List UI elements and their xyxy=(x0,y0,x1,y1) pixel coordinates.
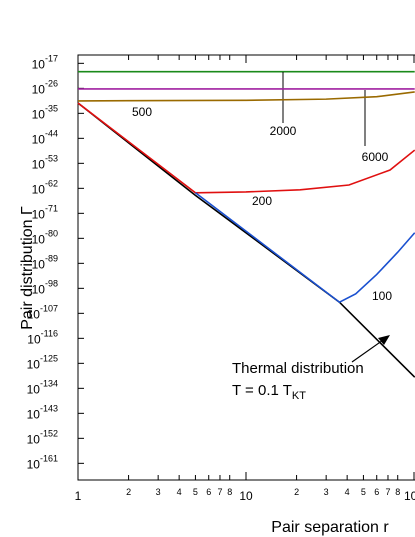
x-tick-label: 6 xyxy=(206,487,211,497)
y-tick-exponent: -125 xyxy=(40,353,58,363)
annotation-subscript: KT xyxy=(292,390,306,402)
y-tick-label: 10-116 xyxy=(27,328,58,346)
y-tick-base: 10 xyxy=(32,282,46,296)
y-tick-exponent: -134 xyxy=(40,378,58,388)
series-label: 6000 xyxy=(362,150,389,164)
x-tick-label: 4 xyxy=(177,487,182,497)
y-tick-label: 10-134 xyxy=(27,378,58,396)
y-tick-label: 10-53 xyxy=(32,153,58,171)
y-axis-label: Pair distribution Γ xyxy=(19,206,36,330)
y-tick-base: 10 xyxy=(27,332,41,346)
y-tick-label: 10-44 xyxy=(32,128,58,146)
y-tick-exponent: -152 xyxy=(40,428,58,438)
series-label: 200 xyxy=(252,194,272,208)
y-tick-base: 10 xyxy=(32,107,46,121)
y-tick-label: 10-125 xyxy=(27,353,58,371)
y-tick-base: 10 xyxy=(32,207,46,221)
y-tick-base: 10 xyxy=(32,57,46,71)
x-tick-label: 2 xyxy=(126,487,131,497)
y-tick-base: 10 xyxy=(32,257,46,271)
y-tick-exponent: -107 xyxy=(40,303,58,313)
y-tick-exponent: -35 xyxy=(45,103,58,113)
annotation: T = 0.1 T xyxy=(232,382,292,399)
y-tick-exponent: -143 xyxy=(40,403,58,413)
y-tick-exponent: -80 xyxy=(45,228,58,238)
y-tick-base: 10 xyxy=(32,82,46,96)
x-tick-label: 3 xyxy=(156,487,161,497)
x-tick-label: 8 xyxy=(395,487,400,497)
y-tick-base: 10 xyxy=(32,132,46,146)
y-tick-base: 10 xyxy=(32,232,46,246)
y-tick-label: 10-161 xyxy=(27,453,58,471)
x-axis-label: Pair separation r xyxy=(271,519,389,536)
y-tick-base: 10 xyxy=(27,307,41,321)
y-tick-exponent: -161 xyxy=(40,453,58,463)
y-tick-exponent: -89 xyxy=(45,253,58,263)
series-line xyxy=(194,192,415,304)
y-tick-exponent: -71 xyxy=(45,203,58,213)
y-tick-base: 10 xyxy=(27,382,41,396)
series-label: 2000 xyxy=(270,124,297,138)
x-tick-label: 100 xyxy=(404,489,415,503)
y-tick-exponent: -98 xyxy=(45,278,58,288)
y-tick-base: 10 xyxy=(27,432,41,446)
y-tick-base: 10 xyxy=(27,457,41,471)
x-tick-label: 1 xyxy=(75,489,82,503)
y-tick-label: 10-26 xyxy=(32,78,58,96)
x-tick-label: 2 xyxy=(294,487,299,497)
y-tick-label: 10-89 xyxy=(32,253,58,271)
x-tick-label: 4 xyxy=(345,487,350,497)
annotation: T = 0.1 TKT xyxy=(232,382,306,402)
plot-frame xyxy=(77,54,415,481)
y-tick-exponent: -44 xyxy=(45,128,58,138)
x-tick-label: 7 xyxy=(385,487,390,497)
y-tick-base: 10 xyxy=(32,157,46,171)
y-tick-base: 10 xyxy=(27,357,41,371)
y-tick-label: 10-71 xyxy=(32,203,58,221)
series-line xyxy=(77,102,415,194)
y-tick-exponent: -53 xyxy=(45,153,58,163)
x-tick-label: 8 xyxy=(227,487,232,497)
x-tick-label: 10 xyxy=(239,489,253,503)
arrow xyxy=(351,337,387,363)
x-tick-label: 6 xyxy=(374,487,379,497)
y-tick-label: 10-17 xyxy=(32,53,58,71)
y-tick-label: 10-107 xyxy=(27,303,58,321)
series-label: 100 xyxy=(372,289,392,303)
y-tick-exponent: -26 xyxy=(45,78,58,88)
y-tick-label: 10-80 xyxy=(32,228,58,246)
annotation: Thermal distribution xyxy=(232,360,364,377)
y-tick-base: 10 xyxy=(32,182,46,196)
y-tick-label: 10-152 xyxy=(27,428,58,446)
arrowhead xyxy=(378,335,390,345)
series-label: 500 xyxy=(132,105,152,119)
x-tick-label: 7 xyxy=(217,487,222,497)
y-tick-exponent: -116 xyxy=(41,328,58,338)
y-tick-exponent: -17 xyxy=(45,53,58,63)
y-tick-label: 10-35 xyxy=(32,103,58,121)
x-tick-label: 5 xyxy=(193,487,198,497)
y-tick-label: 10-62 xyxy=(32,178,58,196)
y-tick-label: 10-143 xyxy=(27,403,58,421)
series-line xyxy=(77,91,415,102)
x-tick-label: 3 xyxy=(324,487,329,497)
y-tick-exponent: -62 xyxy=(45,178,58,188)
y-tick-label: 10-98 xyxy=(32,278,58,296)
x-tick-label: 5 xyxy=(361,487,366,497)
y-tick-base: 10 xyxy=(27,407,41,421)
series-line xyxy=(77,102,415,378)
